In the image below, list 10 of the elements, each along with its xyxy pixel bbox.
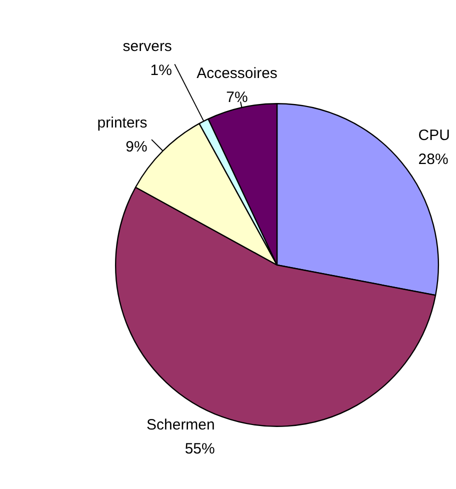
- slice-label: Schermen: [146, 416, 215, 434]
- slice-label: CPU: [418, 127, 450, 144]
- data-label: 7%: [226, 89, 248, 106]
- data-label: 28%: [418, 151, 448, 168]
- data-label: 1%: [150, 62, 172, 79]
- data-label: 55%: [184, 440, 215, 458]
- data-label: 9%: [126, 138, 148, 156]
- slice-label: servers: [122, 38, 172, 55]
- slice-label: Accessoires: [196, 65, 278, 82]
- slice-label: printers: [97, 114, 148, 132]
